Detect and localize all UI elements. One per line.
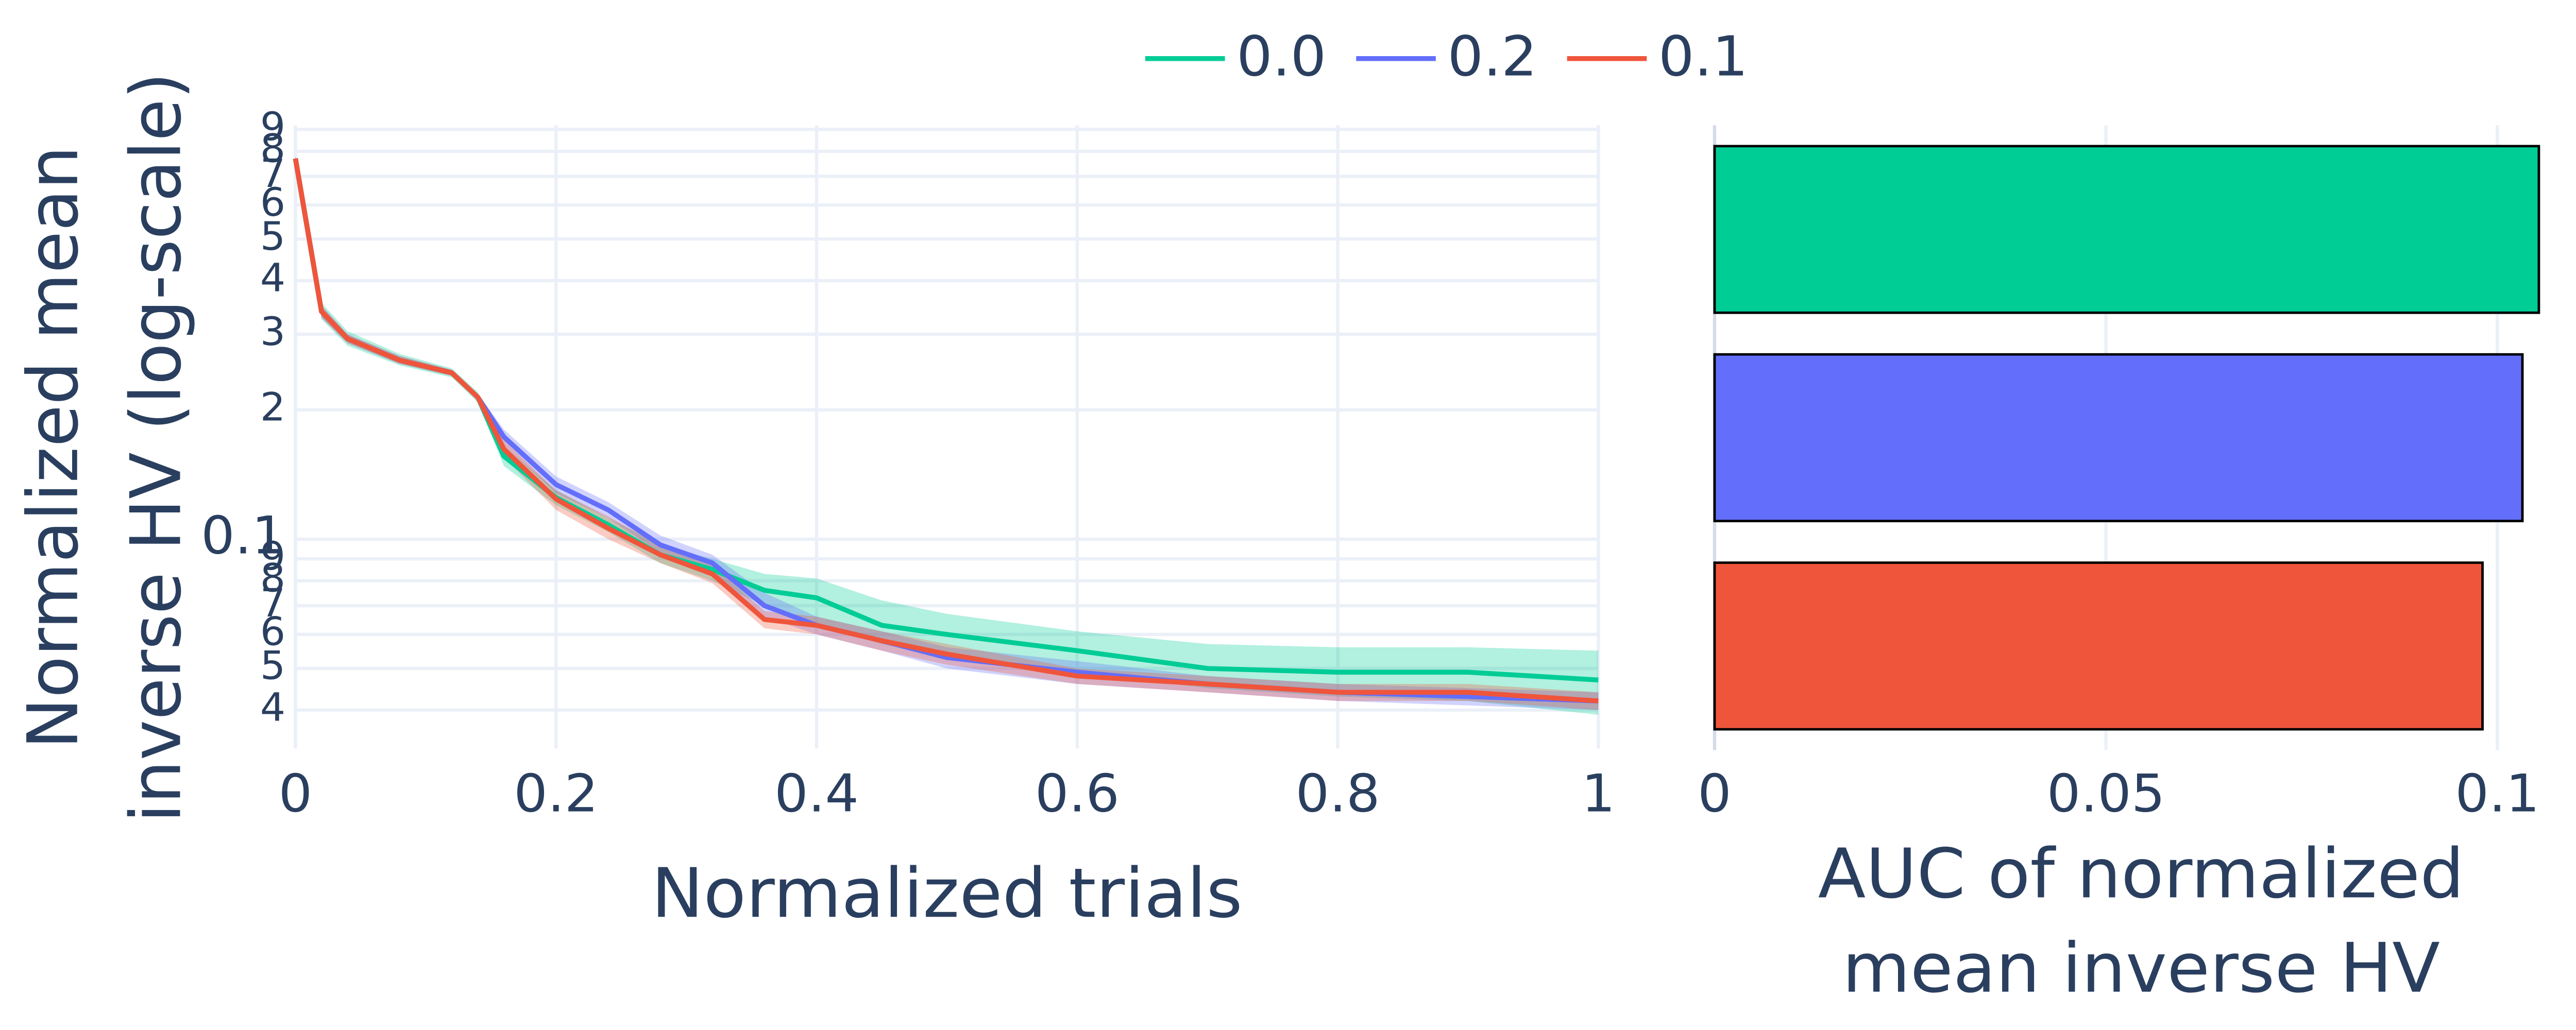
y-tick-label: 5 bbox=[260, 643, 285, 689]
x-axis-title: mean inverse HV bbox=[1842, 929, 2440, 1008]
x-tick-label: 0.2 bbox=[514, 764, 598, 825]
x-tick-label: 0 bbox=[279, 764, 313, 825]
x-tick-label: 1 bbox=[1582, 764, 1616, 825]
y-tick-label: 6 bbox=[260, 180, 285, 226]
y-axis-title: Normalized mean bbox=[13, 146, 94, 749]
y-tick-label: 0.1 bbox=[201, 505, 285, 566]
y-tick-label: 8 bbox=[260, 556, 285, 601]
y-tick-label: 9 bbox=[260, 105, 285, 150]
error-band bbox=[295, 156, 1599, 715]
y-tick-label: 8 bbox=[260, 126, 285, 171]
bar bbox=[1713, 145, 2540, 314]
legend-label[interactable]: 0.1 bbox=[1658, 24, 1748, 89]
legend-label[interactable]: 0.2 bbox=[1447, 24, 1537, 89]
bar bbox=[1713, 353, 2524, 523]
y-tick-label: 4 bbox=[260, 255, 285, 301]
x-tick-label: 0.1 bbox=[2455, 764, 2539, 825]
x-tick-label: 0.4 bbox=[774, 764, 859, 825]
line bbox=[293, 158, 1599, 703]
x-axis-title: AUC of normalized bbox=[1818, 834, 2464, 914]
x-tick-label: 0.05 bbox=[2047, 764, 2165, 825]
bar bbox=[1713, 561, 2484, 731]
y-tick-label: 2 bbox=[260, 385, 285, 430]
x-tick-label: 0.6 bbox=[1035, 764, 1120, 825]
x-axis-title: Normalized trials bbox=[651, 854, 1243, 933]
x-tick-label: 0 bbox=[1698, 764, 1732, 825]
y-tick-label: 7 bbox=[260, 151, 285, 197]
y-tick-label: 9 bbox=[260, 534, 285, 579]
y-tick-label: 3 bbox=[260, 310, 285, 355]
y-tick-label: 7 bbox=[260, 581, 285, 626]
x-tick-label: 0.8 bbox=[1296, 764, 1380, 825]
y-tick-label: 5 bbox=[260, 214, 285, 260]
legend-label[interactable]: 0.0 bbox=[1236, 24, 1326, 89]
y-axis-title: inverse HV (log-scale) bbox=[115, 72, 197, 822]
y-tick-label: 4 bbox=[260, 685, 285, 730]
y-tick-label: 6 bbox=[260, 609, 285, 655]
